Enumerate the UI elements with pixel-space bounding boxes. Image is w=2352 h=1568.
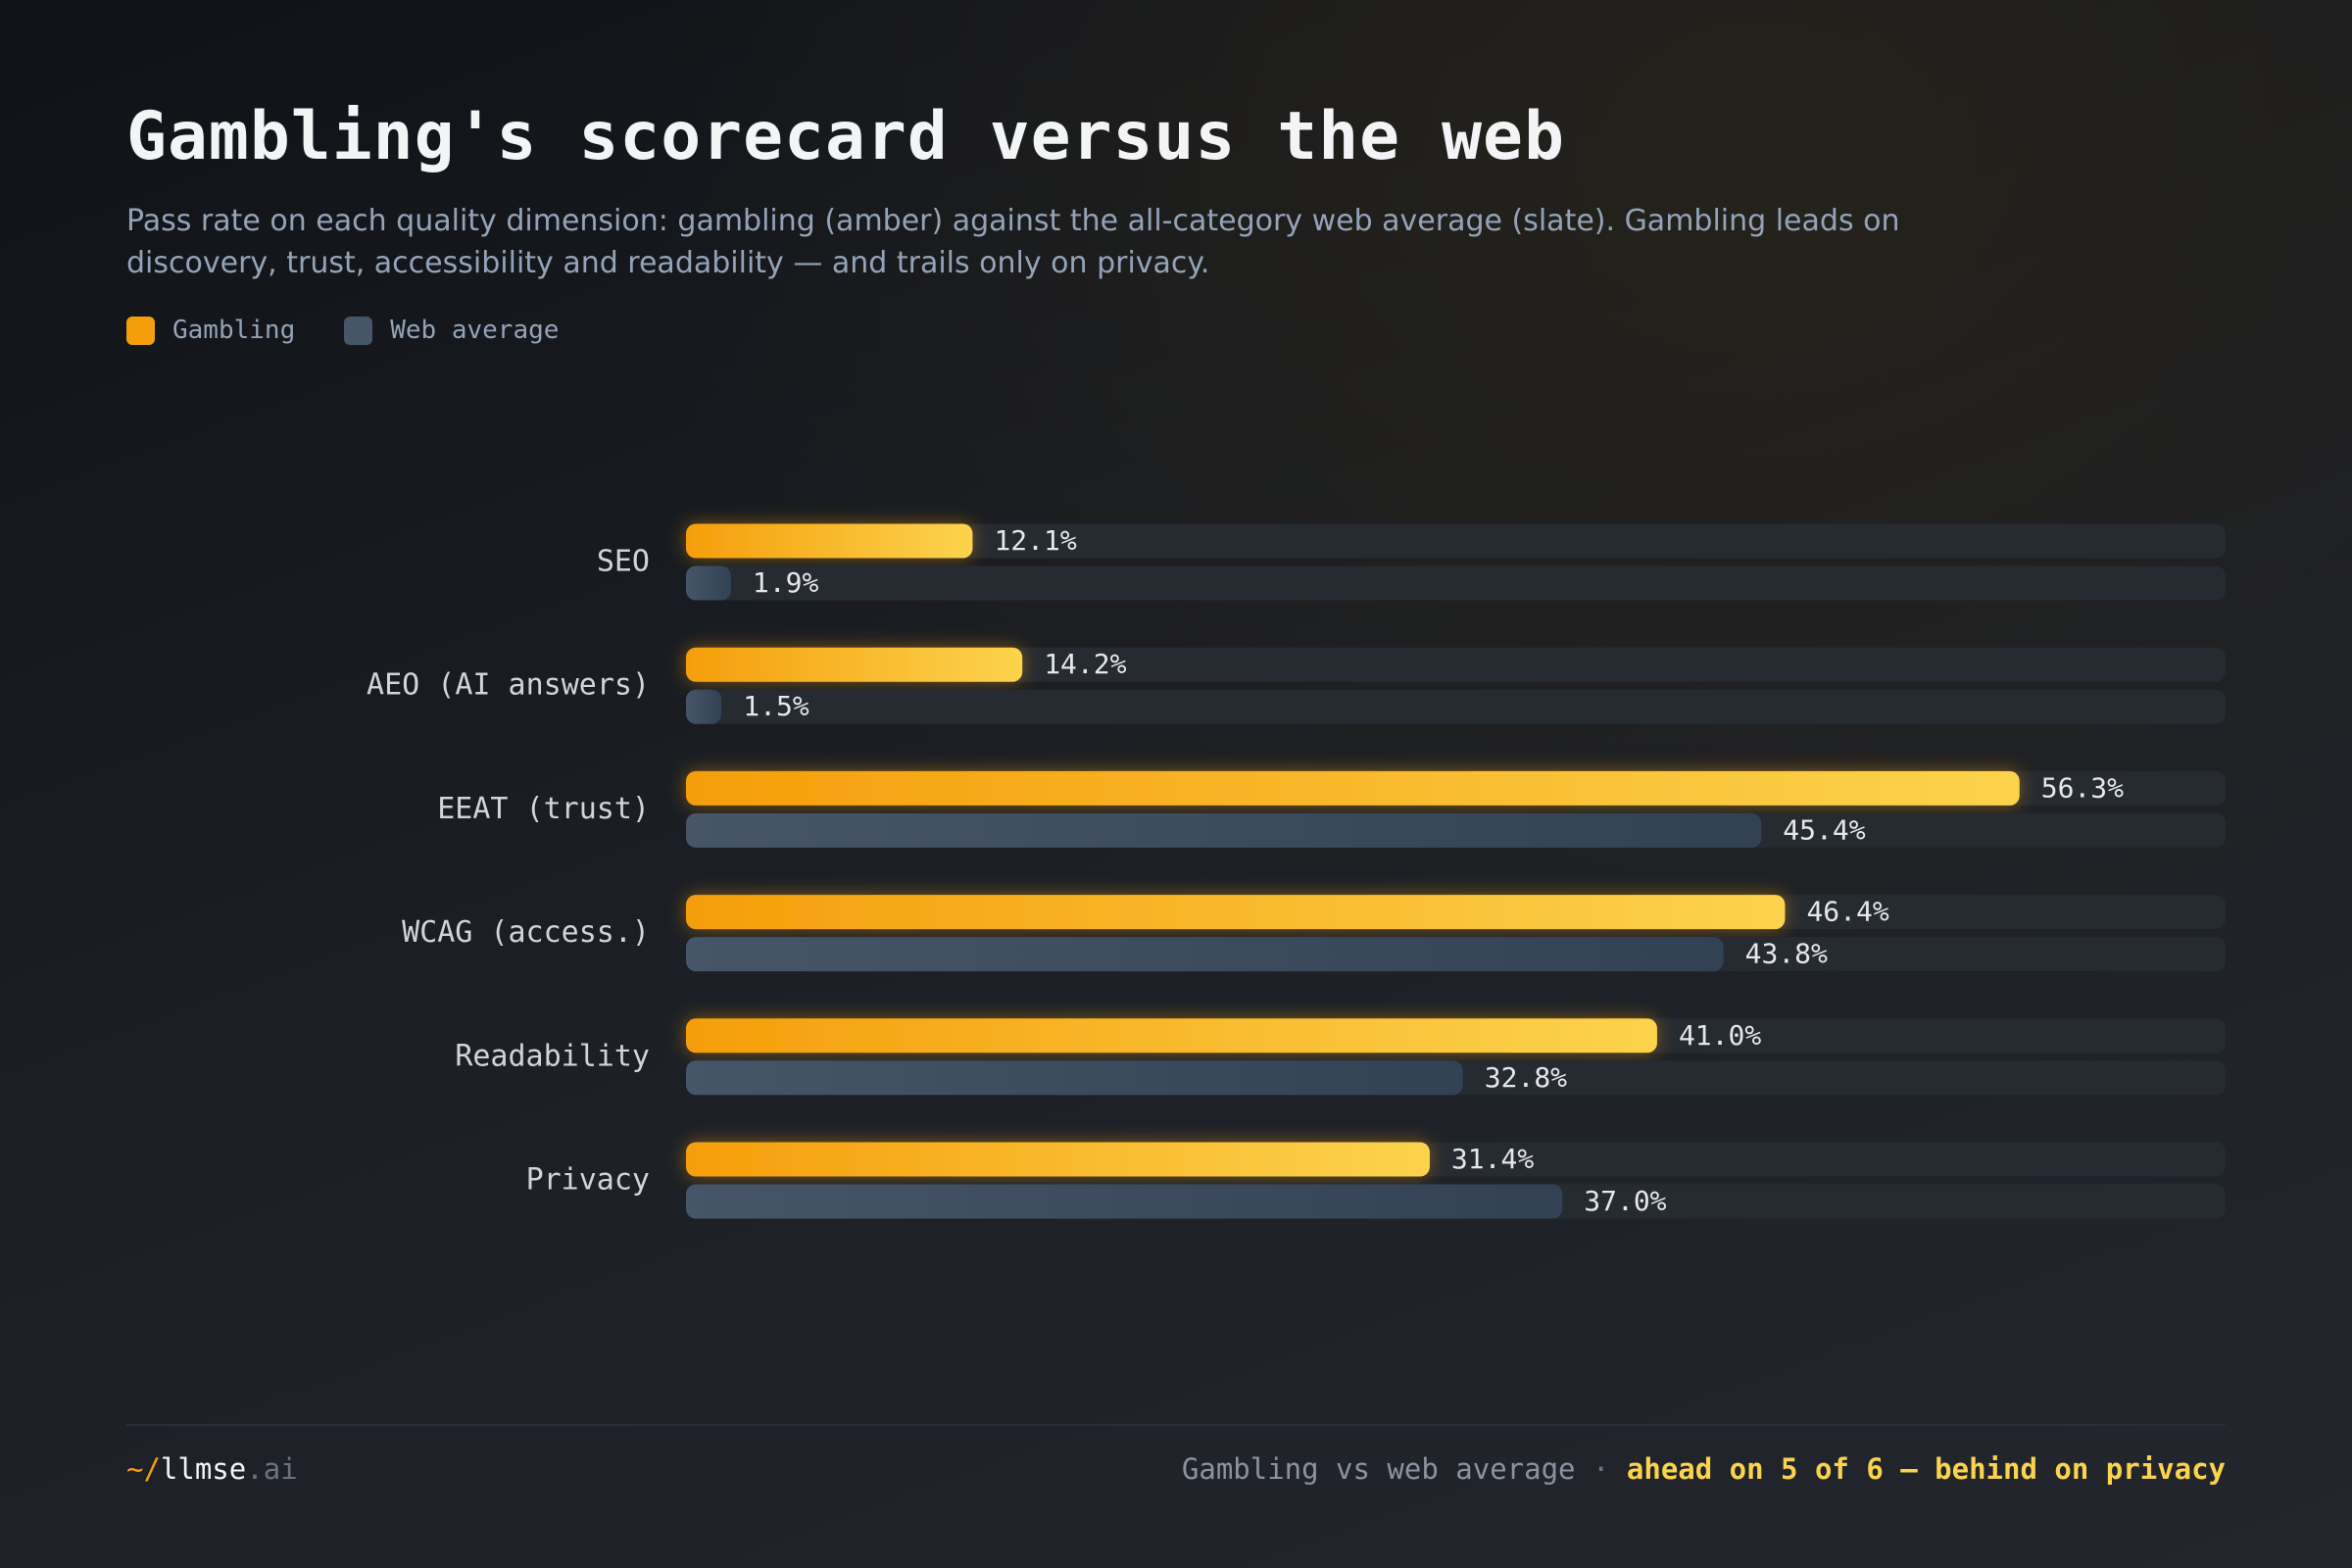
- brand-prefix: ~/: [126, 1452, 161, 1486]
- value-label: 31.4%: [1451, 1143, 1534, 1175]
- category-label: Privacy: [526, 1163, 650, 1198]
- bar-track: [686, 523, 2226, 559]
- summary-text: Gambling vs web average: [1181, 1452, 1576, 1486]
- bar: [686, 937, 1724, 972]
- value-label: 56.3%: [2041, 771, 2124, 804]
- brand: ~/llmse.ai: [126, 1452, 298, 1486]
- bar: [686, 1142, 1430, 1177]
- category-label: EEAT (trust): [437, 792, 650, 826]
- bar: [686, 1060, 1463, 1096]
- bar: [686, 812, 1762, 848]
- bar: [686, 895, 1786, 930]
- value-label: 43.8%: [1745, 938, 1828, 970]
- bar-track: [686, 647, 2226, 682]
- category-label: WCAG (access.): [402, 915, 650, 950]
- bar: [686, 1018, 1657, 1054]
- category-label: SEO: [597, 545, 650, 579]
- bar: [686, 1184, 1563, 1219]
- bar-track: [686, 565, 2226, 601]
- value-label: 46.4%: [1806, 896, 1888, 928]
- legend-item: Web average: [344, 316, 559, 345]
- bar: [686, 523, 973, 559]
- value-label: 12.1%: [994, 524, 1076, 557]
- bar: [686, 565, 731, 601]
- bar-track: [686, 689, 2226, 724]
- value-label: 32.8%: [1485, 1061, 1567, 1094]
- summary-highlight: ahead on 5 of 6 — behind on privacy: [1626, 1452, 2226, 1486]
- legend-label: Web average: [390, 316, 560, 345]
- legend-swatch: [126, 316, 155, 345]
- value-label: 45.4%: [1783, 813, 1865, 846]
- bar: [686, 689, 722, 724]
- legend-item: Gambling: [126, 316, 295, 345]
- chart-title: Gambling's scorecard versus the web: [126, 98, 1565, 175]
- footer-rule: [126, 1424, 2226, 1426]
- legend-label: Gambling: [172, 316, 296, 345]
- category-label: Readability: [455, 1039, 650, 1073]
- legend-swatch: [344, 316, 373, 345]
- value-label: 14.2%: [1044, 648, 1126, 680]
- value-label: 1.5%: [743, 690, 809, 722]
- brand-name: llmse: [160, 1452, 247, 1486]
- legend: Gambling Web average: [126, 316, 559, 345]
- value-label: 1.9%: [753, 566, 819, 599]
- value-label: 41.0%: [1679, 1019, 1761, 1052]
- value-label: 37.0%: [1584, 1185, 1666, 1217]
- bar: [686, 770, 2020, 806]
- category-label: AEO (AI answers): [367, 668, 650, 703]
- chart-subtitle: Pass rate on each quality dimension: gam…: [126, 204, 1900, 280]
- footer-summary: Gambling vs web average · ahead on 5 of …: [1182, 1452, 2226, 1486]
- bar: [686, 647, 1023, 682]
- brand-suffix: .ai: [246, 1452, 298, 1486]
- separator: ·: [1592, 1452, 1610, 1486]
